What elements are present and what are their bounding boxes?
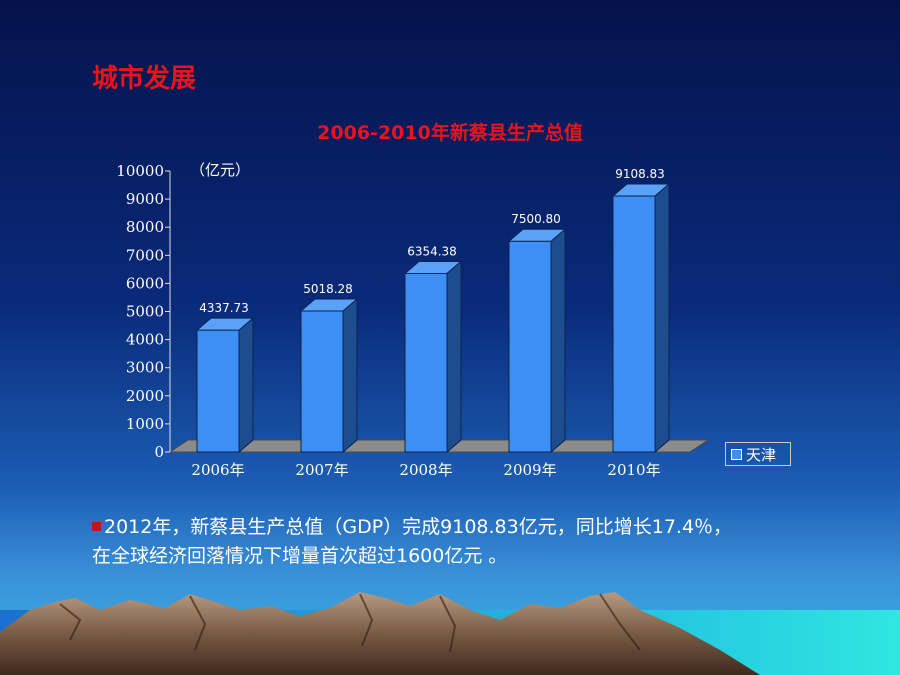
bar-front xyxy=(404,272,448,453)
bar-front xyxy=(612,195,656,453)
chart-title: 2006-2010年新蔡县生产总值 xyxy=(317,122,583,144)
y-axis-label: （亿元） xyxy=(190,161,250,179)
x-tick-label: 2010年 xyxy=(607,461,660,479)
chart-legend: 天津 xyxy=(725,442,791,466)
bullet-square-icon xyxy=(92,522,101,531)
x-tick-label: 2006年 xyxy=(191,461,244,479)
bar-top xyxy=(195,317,255,331)
y-tick-label: 8000 xyxy=(126,218,164,236)
bar-front xyxy=(508,240,552,453)
x-tick-label: 2009年 xyxy=(503,461,556,479)
data-label: 5018.28 xyxy=(303,282,353,296)
x-tick-label: 2007年 xyxy=(295,461,348,479)
bullet-line-1-text: 2012年，新蔡县生产总值（GDP）完成9108.83亿元，同比增长17.4％， xyxy=(104,516,733,538)
y-tick-label: 5000 xyxy=(126,303,164,321)
y-tick-label: 6000 xyxy=(126,274,164,292)
bar-top xyxy=(403,260,463,274)
bar-top xyxy=(507,228,567,242)
bar-top xyxy=(299,298,359,312)
legend-label: 天津 xyxy=(746,445,777,464)
y-tick-label: 3000 xyxy=(126,359,164,377)
bar-side xyxy=(342,297,358,454)
bar-side xyxy=(446,260,462,454)
bar-front xyxy=(196,329,240,453)
data-label: 9108.83 xyxy=(615,167,665,181)
y-tick-label: 0 xyxy=(154,443,164,461)
slide-title: 城市发展 xyxy=(92,64,197,94)
bar-side xyxy=(654,182,670,454)
y-tick-label: 7000 xyxy=(126,246,164,264)
x-tick-label: 2008年 xyxy=(399,461,452,479)
data-label: 7500.80 xyxy=(511,212,561,226)
bullet-line-1: 2012年，新蔡县生产总值（GDP）完成9108.83亿元，同比增长17.4％， xyxy=(92,513,832,542)
y-tick-label: 10000 xyxy=(116,162,164,180)
bullet-line-2: 在全球经济回落情况下增量首次超过1600亿元 。 xyxy=(92,545,508,567)
bar-front xyxy=(300,310,344,453)
y-tick-label: 9000 xyxy=(126,190,164,208)
mountain-landscape-image xyxy=(0,592,900,675)
bullet-paragraph: 2012年，新蔡县生产总值（GDP）完成9108.83亿元，同比增长17.4％，… xyxy=(92,513,832,571)
legend-swatch xyxy=(731,448,742,460)
y-tick-label: 4000 xyxy=(126,331,164,349)
data-label: 6354.38 xyxy=(407,244,457,258)
y-tick-label: 2000 xyxy=(126,387,164,405)
bar-top xyxy=(611,183,671,197)
y-tick-label: 1000 xyxy=(126,415,164,433)
bar-side xyxy=(550,228,566,454)
data-label: 4337.73 xyxy=(199,301,249,315)
bar-side xyxy=(238,317,254,454)
